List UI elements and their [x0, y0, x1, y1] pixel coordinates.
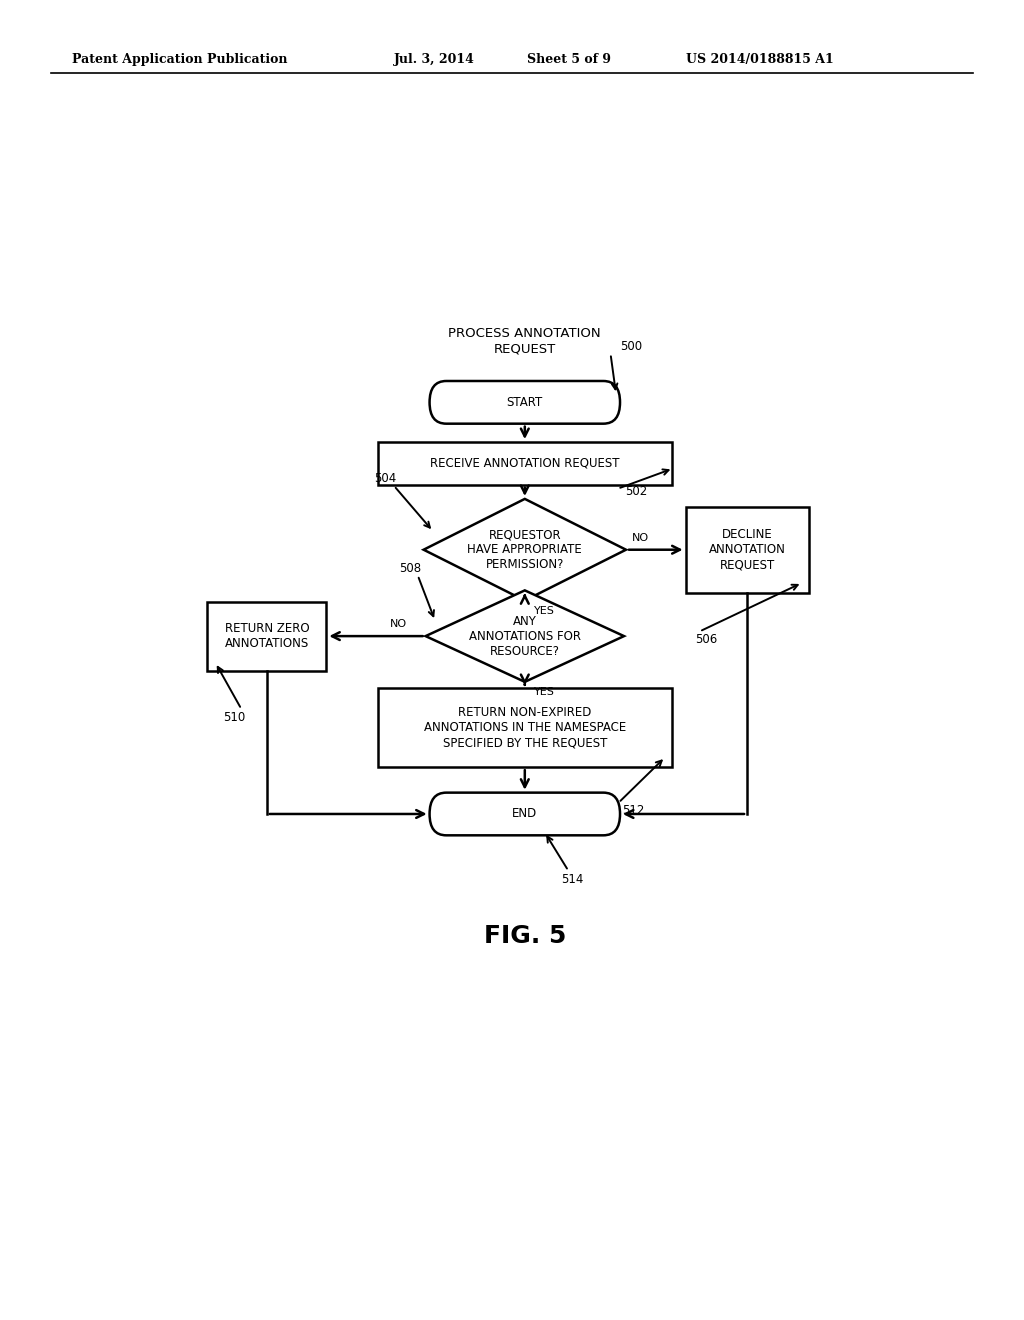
Text: NO: NO — [633, 532, 649, 543]
Text: Patent Application Publication: Patent Application Publication — [72, 53, 287, 66]
Text: YES: YES — [535, 686, 555, 697]
Text: FIG. 5: FIG. 5 — [483, 924, 566, 948]
Text: DECLINE
ANNOTATION
REQUEST: DECLINE ANNOTATION REQUEST — [709, 528, 785, 572]
Text: 508: 508 — [399, 561, 422, 574]
Text: 504: 504 — [374, 473, 396, 484]
Text: 500: 500 — [620, 341, 642, 352]
Polygon shape — [426, 590, 624, 682]
Text: 514: 514 — [561, 873, 584, 886]
Text: RECEIVE ANNOTATION REQUEST: RECEIVE ANNOTATION REQUEST — [430, 457, 620, 470]
Bar — [207, 602, 327, 671]
Text: 510: 510 — [223, 711, 246, 723]
Text: 506: 506 — [695, 634, 718, 647]
Bar — [685, 507, 809, 593]
Text: 502: 502 — [626, 486, 648, 498]
Text: 512: 512 — [623, 804, 645, 817]
Text: YES: YES — [535, 606, 555, 615]
Text: START: START — [507, 396, 543, 409]
Text: ANY
ANNOTATIONS FOR
RESOURCE?: ANY ANNOTATIONS FOR RESOURCE? — [469, 615, 581, 657]
FancyBboxPatch shape — [430, 381, 620, 424]
Text: Jul. 3, 2014: Jul. 3, 2014 — [394, 53, 475, 66]
Text: RETURN NON-EXPIRED
ANNOTATIONS IN THE NAMESPACE
SPECIFIED BY THE REQUEST: RETURN NON-EXPIRED ANNOTATIONS IN THE NA… — [424, 706, 626, 748]
Polygon shape — [424, 499, 626, 601]
Text: REQUESTOR
HAVE APPROPRIATE
PERMISSION?: REQUESTOR HAVE APPROPRIATE PERMISSION? — [467, 528, 583, 572]
Text: US 2014/0188815 A1: US 2014/0188815 A1 — [686, 53, 834, 66]
FancyBboxPatch shape — [430, 792, 620, 836]
Text: Sheet 5 of 9: Sheet 5 of 9 — [527, 53, 611, 66]
Text: RETURN ZERO
ANNOTATIONS: RETURN ZERO ANNOTATIONS — [224, 622, 309, 651]
Text: PROCESS ANNOTATION
REQUEST: PROCESS ANNOTATION REQUEST — [449, 327, 601, 355]
Text: NO: NO — [390, 619, 407, 628]
Text: END: END — [512, 808, 538, 821]
Bar — [378, 442, 672, 484]
Bar — [378, 688, 672, 767]
